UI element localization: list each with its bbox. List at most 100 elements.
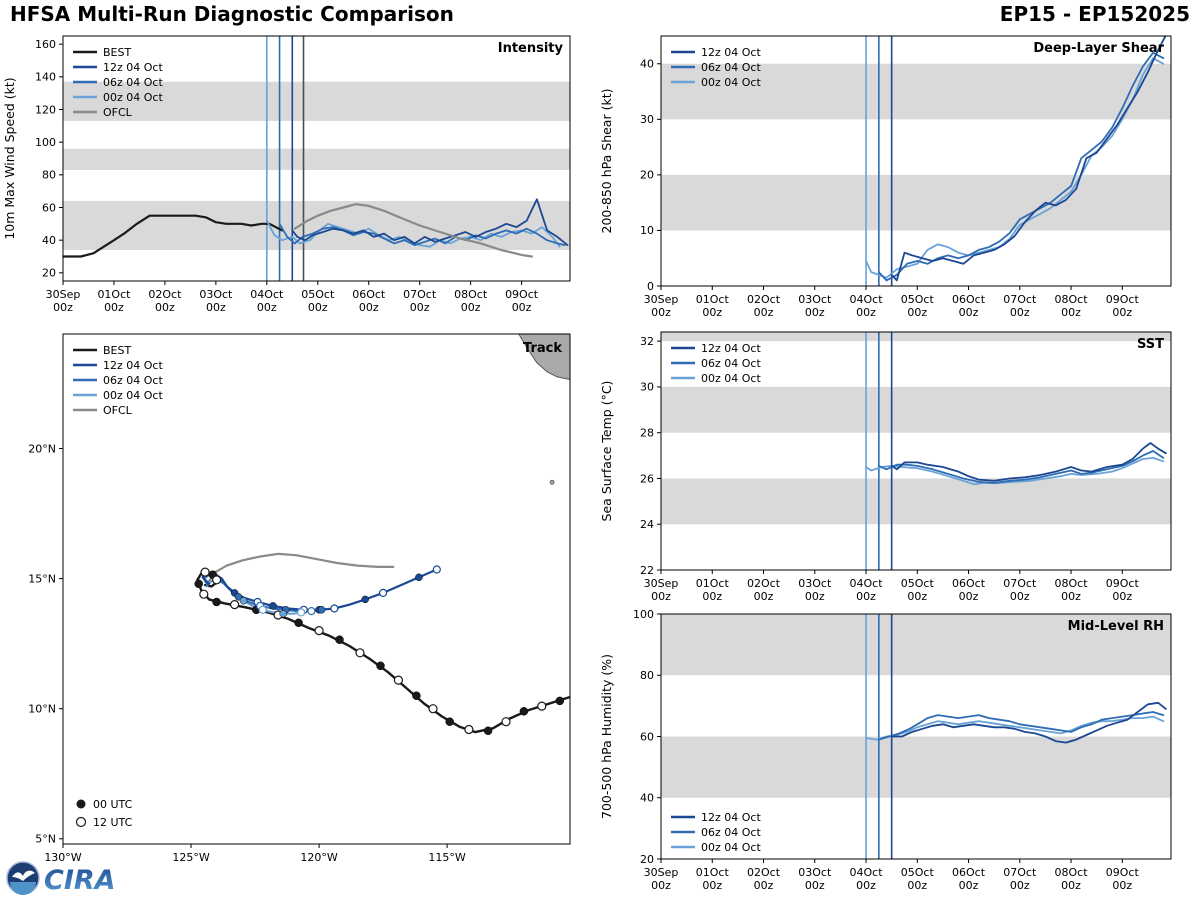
x-tick-label: 03Oct <box>199 288 233 301</box>
x-tick-label: 04Oct <box>850 293 884 306</box>
x-tick-label: 00z <box>512 301 532 314</box>
storm-id: EP15 - EP152025 <box>999 2 1190 26</box>
utc-legend-marker <box>76 799 86 809</box>
x-tick-label: 30Sep <box>644 293 679 306</box>
y-tick-label: 40 <box>42 234 56 247</box>
y-tick-label: 20°N <box>28 442 56 455</box>
y-tick-label: 100 <box>35 136 56 149</box>
plot-border <box>62 35 571 282</box>
x-tick-label: 01Oct <box>696 866 730 879</box>
noaa-logo-icon <box>6 861 40 895</box>
track-map: 5°N 10°N 15°N 20°N 130°W 125°W 120°W 115°W Track… <box>28 333 571 864</box>
x-tick-label: 09Oct <box>1106 577 1140 590</box>
branding-logos: CIRA <box>6 861 116 896</box>
x-tick-label: 00z <box>856 306 876 319</box>
y-tick-label: 160 <box>35 38 56 51</box>
track-panel: 5°N 10°N 15°N 20°N 130°W 125°W 120°W 115°W Track… <box>28 333 571 864</box>
x-tick-label: 00z <box>856 590 876 603</box>
category-band <box>661 478 1171 525</box>
y-axis-label: 200-850 hPa Shear (kt) <box>599 89 614 234</box>
legend-label: 06z 04 Oct <box>701 61 761 74</box>
x-tick-label: 00z <box>651 590 671 603</box>
plot-border <box>660 331 1172 571</box>
plot-border <box>62 333 571 845</box>
series-06z-04-oct <box>877 450 1165 484</box>
x-tick-label: 01Oct <box>696 577 730 590</box>
legend-label: OFCL <box>103 404 133 417</box>
y-tick-label: 28 <box>640 426 654 439</box>
x-tick-label: 00z <box>907 306 927 319</box>
x-tick-label: 00z <box>1010 590 1030 603</box>
y-tick-label: 30 <box>640 113 654 126</box>
category-band <box>661 63 1171 120</box>
y-tick-label: 140 <box>35 71 56 84</box>
x-tick-label: 09Oct <box>1106 293 1140 306</box>
x-tick-label: 07Oct <box>1003 577 1037 590</box>
x-tick-label: 00z <box>959 306 979 319</box>
category-band <box>63 200 570 250</box>
x-tick-label: 00z <box>1061 879 1081 892</box>
category-band <box>63 81 570 121</box>
legend-label: 00z 04 Oct <box>103 91 163 104</box>
x-tick-label: 00z <box>1061 590 1081 603</box>
category-band <box>661 614 1171 676</box>
legend-label: 00z 04 Oct <box>701 841 761 854</box>
legend-label: 00z 04 Oct <box>701 76 761 89</box>
x-tick-label: 08Oct <box>1055 577 1089 590</box>
track-markers-best-open <box>199 567 547 735</box>
legend-label: 00z 04 Oct <box>103 389 163 402</box>
figure-title: HFSA Multi-Run Diagnostic Comparison <box>10 2 454 26</box>
x-tick-label: 00z <box>1010 879 1030 892</box>
panel-title: Deep-Layer Shear <box>1033 41 1164 56</box>
series-00z-04-oct <box>865 57 1165 279</box>
x-tick-label: 00z <box>805 879 825 892</box>
series-12z-04-oct <box>890 442 1167 482</box>
x-tick-label: 00z <box>805 590 825 603</box>
y-tick-label: 80 <box>42 169 56 182</box>
x-tick-label: 00z <box>805 306 825 319</box>
y-tick-label: 80 <box>640 669 654 682</box>
category-band <box>661 386 1171 433</box>
x-tick-label: 00z <box>959 879 979 892</box>
legend-label: 12z 04 Oct <box>103 61 163 74</box>
x-tick-label: 00z <box>410 301 430 314</box>
x-tick-label: 00z <box>257 301 277 314</box>
x-tick-label: 06Oct <box>952 293 986 306</box>
track-markers-run06-open <box>256 601 316 616</box>
x-tick-label: 05Oct <box>901 293 935 306</box>
y-tick-label: 5°N <box>35 833 56 846</box>
series-12z-04-oct <box>890 701 1167 744</box>
x-tick-label: 00z <box>1112 590 1132 603</box>
x-tick-label: 00z <box>754 590 774 603</box>
x-tick-label: 00z <box>206 301 226 314</box>
rh-panel: 2040608010030Sep00z01Oct00z02Oct00z03Oct… <box>599 608 1172 892</box>
x-tick-label: 00z <box>907 590 927 603</box>
series-06z-04-oct <box>278 222 566 247</box>
legend-label: 12z 04 Oct <box>701 46 761 59</box>
x-tick-label: 09Oct <box>1106 866 1140 879</box>
shear-chart: 01020304030Sep00z01Oct00z02Oct00z03Oct00… <box>599 35 1172 319</box>
category-band <box>661 332 1171 342</box>
cira-wordmark: CIRA <box>44 865 116 896</box>
x-tick-label: 01Oct <box>97 288 131 301</box>
x-tick-label: 09Oct <box>505 288 539 301</box>
y-axis-label: 10m Max Wind Speed (kt) <box>2 77 17 239</box>
legend-label: 06z 04 Oct <box>103 374 163 387</box>
intensity-chart: 2040608010012014016030Sep00z01Oct00z02Oc… <box>2 35 571 314</box>
x-tick-label: 01Oct <box>696 293 730 306</box>
panel-title: Track <box>523 341 562 356</box>
series-12z-04-oct <box>890 36 1167 282</box>
x-tick-label: 00z <box>702 879 722 892</box>
track-markers-run12-filled <box>230 573 423 614</box>
y-tick-label: 0 <box>647 280 654 293</box>
legend-label: BEST <box>103 344 131 357</box>
x-tick-label: 05Oct <box>901 866 935 879</box>
x-tick-label: 00z <box>155 301 175 314</box>
y-tick-label: 20 <box>42 267 56 280</box>
legend-label: 12z 04 Oct <box>701 342 761 355</box>
category-band <box>63 148 570 170</box>
land-baja <box>518 334 570 381</box>
y-tick-label: 60 <box>640 730 654 743</box>
y-tick-label: 15°N <box>28 572 56 585</box>
